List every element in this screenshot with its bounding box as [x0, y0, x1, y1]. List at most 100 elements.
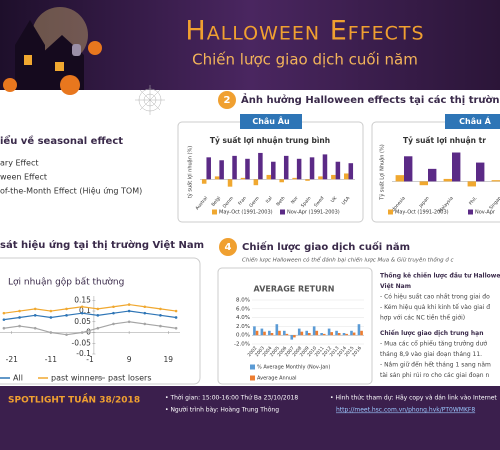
footer-band: [0, 386, 500, 450]
point: [18, 324, 21, 328]
bar: [476, 162, 485, 182]
link[interactable]: http://meet.hsc.com.vn/phong.hvk/PT0WMKF…: [336, 407, 475, 414]
bar: [232, 155, 237, 180]
bar: [419, 181, 428, 186]
y-tick-label: 0.1: [79, 306, 91, 315]
bar: [330, 332, 334, 336]
y-tick-label: -2.0%: [234, 342, 250, 348]
legend-swatch: [280, 209, 285, 215]
x-tick-label: -11: [45, 355, 57, 364]
y-tick-label: 0.15: [74, 295, 91, 304]
point: [33, 307, 37, 311]
y-tick-label: -0.05: [72, 338, 92, 347]
x-tick-label: 19: [163, 355, 173, 364]
legend-label: past winners: [51, 374, 102, 383]
note-line: - Có hiệu suất cao nhất trong giai đo: [380, 294, 490, 301]
chart-title: AVERAGE RETURN: [254, 285, 335, 294]
bar: [296, 158, 302, 180]
bar: [227, 179, 233, 187]
note-line: hợp với các NC tiền thế giới): [380, 314, 465, 322]
point: [49, 309, 53, 313]
bar: [335, 161, 341, 180]
chart-title: Tỷ suất lợi nhuận trung bình: [210, 136, 330, 145]
bar: [292, 177, 297, 180]
chart-box: [0, 257, 201, 385]
legend-label: Nov-Apr: [475, 210, 496, 216]
bar: [253, 326, 256, 336]
note-line: tài sản phi rủi ro cho các giai đoạn n: [380, 372, 490, 379]
legend-swatch: [250, 364, 255, 370]
x-tick-label: 9: [127, 355, 132, 364]
bar: [315, 330, 319, 336]
point: [49, 331, 53, 334]
x-tick-label: Nor: [290, 195, 300, 205]
note-line: Chiến lược giao dịch trung hạn: [380, 330, 483, 337]
bar: [335, 330, 338, 336]
subtitle: Chiến lược giao dịch cuối năm: [192, 51, 418, 69]
bar: [467, 181, 476, 187]
bar: [275, 324, 279, 336]
bar: [285, 333, 289, 336]
bar: [263, 331, 266, 336]
section-title: iểu về seasonal effect: [0, 134, 123, 147]
spider-web: [135, 85, 165, 115]
bar: [348, 163, 354, 180]
point: [33, 326, 37, 330]
series-line: [3, 310, 177, 321]
note-line: Thống kê chiến lược đầu tư Hallowee: [380, 272, 500, 280]
list-item: of-the-Month Effect (Hiệu ứng TOM): [0, 186, 142, 196]
footer-text: • Thời gian: 15:00-16:00 Thứ Ba 23/10/20…: [165, 395, 298, 402]
header-art: [3, 7, 102, 95]
point: [2, 318, 6, 321]
point: [143, 322, 147, 326]
note-line: tháng 8,9 vào giai đoạn tháng 11.: [380, 351, 482, 358]
y-tick-label: 2.0%: [236, 324, 250, 330]
point: [65, 333, 68, 336]
point: [49, 316, 53, 319]
section-title: Chiến lược giao dịch cuối năm: [242, 240, 410, 253]
point: [80, 331, 84, 334]
section-title: Ảnh hưởng Halloween effects tại các thị …: [241, 92, 500, 106]
x-tick-label: Singap: [488, 195, 500, 211]
bar: [345, 333, 348, 336]
point: [2, 311, 6, 315]
bar: [240, 177, 246, 180]
bar: [270, 333, 274, 336]
series-line: [3, 321, 177, 336]
point: [127, 320, 131, 324]
footer-text: • Hình thức tham dự: Hãy copy và dán lin…: [330, 395, 497, 402]
point: [80, 311, 84, 315]
bar: [219, 160, 224, 180]
point: [18, 309, 21, 313]
bar: [206, 157, 211, 180]
x-tick-label: -21: [6, 355, 18, 364]
bar: [443, 178, 452, 182]
bar: [322, 333, 326, 336]
legend-label: May-Oct (1991-2003): [219, 210, 273, 216]
legend-label: All: [13, 374, 23, 383]
legend-label: % Average Monthly (Nov-Jan): [257, 365, 330, 371]
bar: [308, 333, 311, 336]
bar: [255, 330, 259, 336]
bar: [297, 328, 301, 336]
tab: [445, 114, 500, 129]
tab-label: Châu Á: [459, 115, 491, 126]
legend-label: past losers: [108, 374, 152, 383]
point: [2, 326, 6, 330]
point: [33, 314, 37, 317]
note-line: - Kém hiệu quả khi kinh tế vào giai đ: [380, 304, 490, 311]
point: [127, 303, 131, 306]
bar: [452, 152, 461, 182]
bar: [201, 179, 207, 184]
bar: [253, 179, 259, 186]
bar: [352, 332, 356, 336]
bar: [290, 335, 294, 340]
point: [174, 316, 178, 319]
point: [112, 305, 115, 309]
point: [65, 307, 68, 311]
y-tick-label: 0.0%: [236, 333, 250, 339]
point: [143, 311, 147, 315]
chart-title: Lợi nhuận gộp bất thường: [8, 277, 124, 288]
bar: [331, 174, 336, 180]
